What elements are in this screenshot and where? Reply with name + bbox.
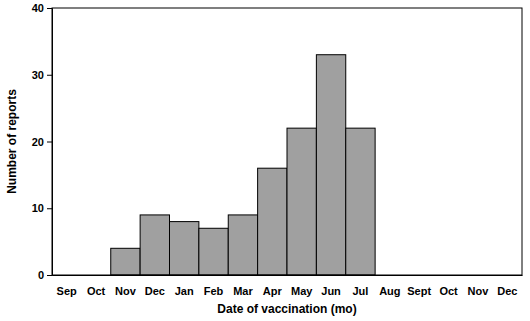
bar [316,55,345,275]
x-tick-label: Oct [87,285,106,297]
x-axis-line [53,275,523,276]
x-tick-label: Feb [204,285,224,297]
bar [258,168,287,275]
y-tick: 10 [32,202,52,214]
y-tick-label: 20 [32,136,44,148]
y-tick-mark [47,8,52,9]
y-tick-mark [47,142,52,143]
bars [111,55,375,275]
y-tick: 20 [32,136,52,148]
x-tick-label: Dec [497,285,517,297]
y-tick: 40 [32,2,52,14]
bar [140,215,169,275]
y-tick-label: 10 [32,202,44,214]
x-tick-label: Sep [57,285,77,297]
y-tick-mark [47,275,52,276]
x-tick: Oct [439,285,458,297]
bar [228,215,257,275]
y-tick-mark [47,75,52,76]
x-tick-label: Jun [321,285,341,297]
x-tick-label: Nov [468,285,490,297]
x-tick: Jun [321,285,341,297]
x-tick: Aug [379,285,400,297]
x-tick: Sep [57,285,77,297]
x-tick-label: Aug [379,285,400,297]
y-tick-label: 0 [38,269,44,281]
x-tick: Dec [145,285,165,297]
x-tick: Apr [263,285,283,297]
x-tick: Mar [233,285,253,297]
plot-frame [52,8,522,275]
bar [287,128,316,275]
x-tick-label: Jan [175,285,194,297]
y-axis-title: Number of reports [5,89,19,194]
bar [111,248,140,275]
x-tick: Nov [115,285,137,297]
x-axis-title: Date of vaccination (mo) [217,302,356,316]
x-tick-label: Dec [145,285,165,297]
x-tick-label: Sept [407,285,431,297]
y-tick: 30 [32,69,52,81]
x-tick-label: Nov [115,285,137,297]
x-axis: Sep Oct Nov Dec Jan Feb Mar Apr May Jun Jul Aug Sept… [53,276,523,297]
chart: 0 10 20 30 40 Sep Oct Nov Dec Jan Feb Mar Apr May Jun J… [0,0,530,321]
x-tick: Jan [175,285,194,297]
x-tick: Feb [204,285,224,297]
y-axis: 0 10 20 30 40 [32,2,53,281]
x-tick: Nov [468,285,490,297]
plot: 0 10 20 30 40 Sep Oct Nov Dec Jan Feb Mar Apr May Jun J… [32,2,523,296]
y-tick-label: 40 [32,2,44,14]
y-tick: 0 [38,269,52,281]
x-tick: May [291,285,313,297]
x-tick: Dec [497,285,517,297]
bar [199,228,228,275]
x-tick-label: Oct [439,285,458,297]
x-tick-label: Mar [233,285,253,297]
x-tick: Oct [87,285,106,297]
x-tick-label: May [291,285,313,297]
x-tick-label: Jul [352,285,368,297]
y-axis-line [47,9,53,276]
x-tick: Jul [352,285,368,297]
bar [346,128,375,275]
bar [170,222,199,275]
y-tick-mark [47,208,52,209]
x-tick: Sept [407,285,431,297]
x-tick-label: Apr [263,285,283,297]
y-tick-label: 30 [32,69,44,81]
